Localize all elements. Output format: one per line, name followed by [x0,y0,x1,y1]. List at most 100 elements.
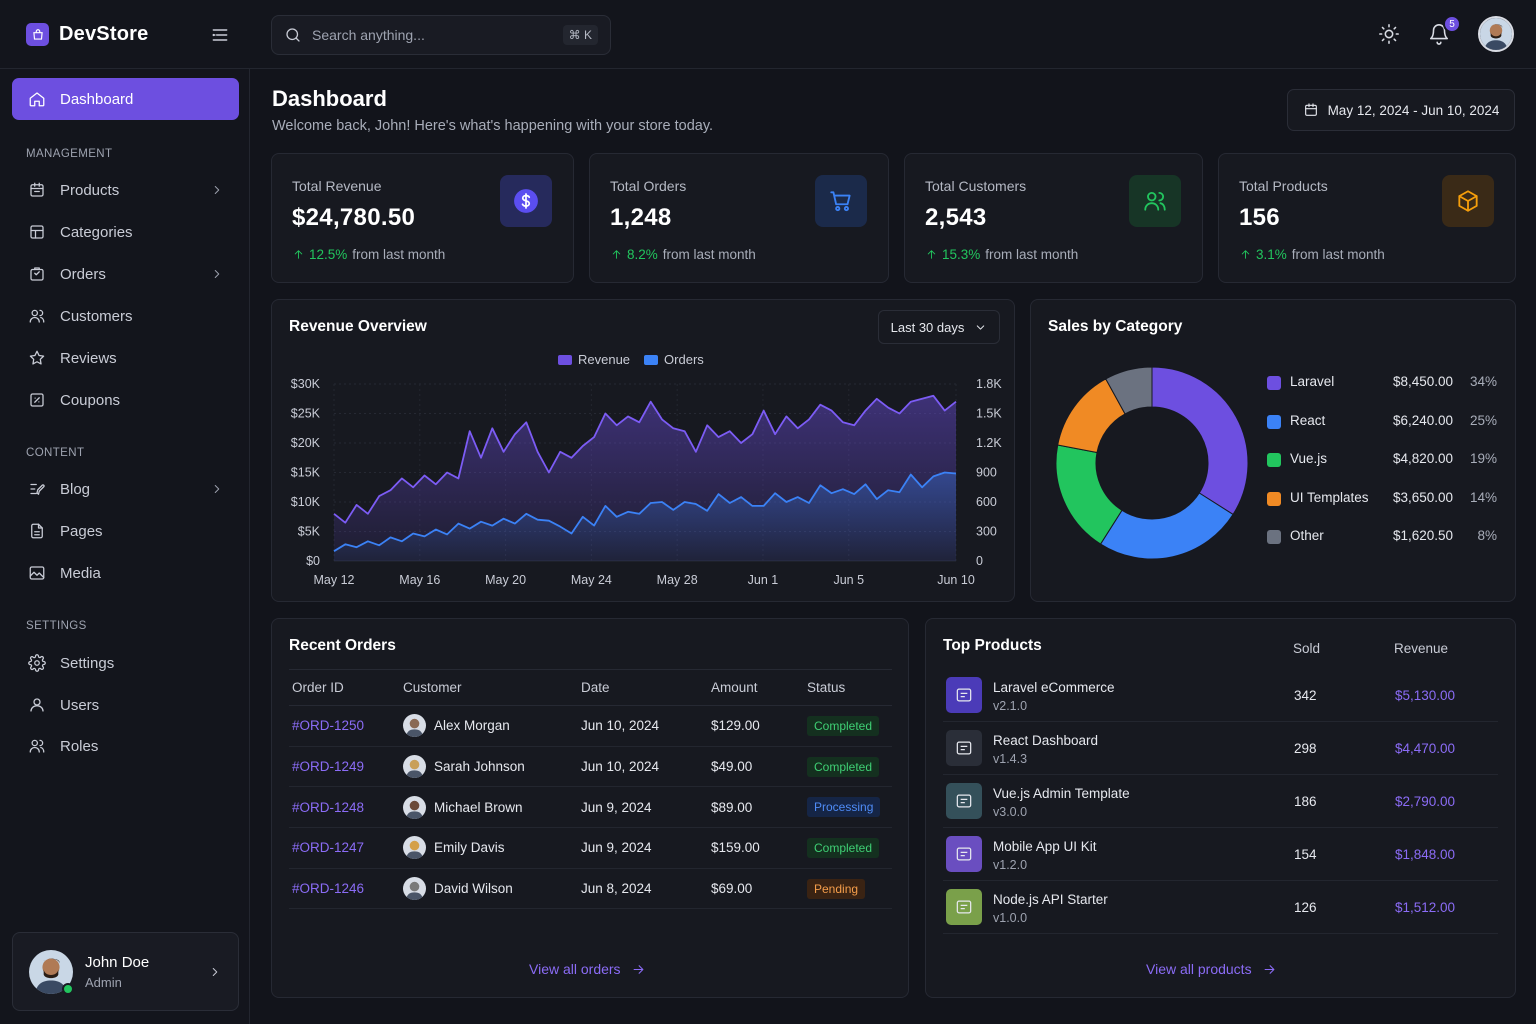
sidebar-item-media[interactable]: Media [28,564,228,582]
avatar [403,795,426,819]
list-item[interactable]: Node.js API Starter v1.0.0 126 $1,512.00 [943,881,1498,934]
orders-table: Order ID Customer Date Amount Status #OR… [289,669,892,910]
y-right-tick-label: 1.2K [976,436,1002,450]
x-tick-label: Jun 1 [748,573,779,587]
sidebar-item-blog[interactable]: Blog [28,480,228,498]
order-id-link[interactable]: #ORD-1247 [292,840,365,856]
sidebar-item-users[interactable]: Users [28,696,228,714]
y-left-tick-label: $25K [291,407,321,421]
y-right-tick-label: 1.5K [976,407,1002,421]
notifications-button[interactable]: 5 [1428,15,1461,45]
col-customer: Customer [403,669,581,706]
product-sold: 186 [1294,794,1317,809]
y-right-tick-label: 300 [976,525,997,539]
view-all-products-link[interactable]: View all products [1146,961,1277,977]
page-title: Dashboard [272,86,387,111]
revenue-chart: $0 $5K $10K $15K $20K $25K $30K 0 300 600 900 1.2K 1… [291,377,1003,587]
search-bar[interactable]: ⌘ K [271,15,611,55]
list-item[interactable]: Mobile App UI Kit v1.2.0 154 $1,848.00 [943,828,1498,881]
menu-toggle-icon[interactable] [210,25,230,45]
star-icon [28,349,46,367]
product-name: React Dashboard [993,733,1099,748]
chart-legend: Revenue Orders [558,352,704,367]
arrow-up-icon [1239,248,1252,261]
stat-label: Total Products [1239,178,1328,194]
legend-orders[interactable]: Orders [644,352,704,367]
sidebar-item-orders[interactable]: Orders [28,265,228,283]
order-id-link[interactable]: #ORD-1246 [292,881,365,897]
search-input[interactable] [312,27,553,43]
product-thumbnail [946,677,982,713]
donut-slice[interactable] [1099,492,1234,560]
legend-revenue[interactable]: Revenue [558,352,630,367]
table-row[interactable]: #ORD-1247 Emily Davis Jun 9, 2024 $159.00 Co… [289,827,892,869]
date-range-label: May 12, 2024 - Jun 10, 2024 [1327,102,1500,118]
order-id-link[interactable]: #ORD-1248 [292,799,365,815]
customer-name: Emily Davis [434,840,505,856]
card-title: Recent Orders [289,637,396,654]
users-icon [1129,175,1181,227]
category-percent: 8% [1477,528,1497,543]
arrow-up-icon [292,248,305,261]
user-avatar-top[interactable] [1478,16,1514,52]
view-all-orders-link[interactable]: View all orders [529,961,646,977]
order-id-link[interactable]: #ORD-1250 [292,718,365,734]
donut-slice[interactable] [1105,366,1153,415]
date-range-picker[interactable]: May 12, 2024 - Jun 10, 2024 [1287,89,1515,131]
brand-logo-icon [26,23,49,46]
sidebar-item-reviews[interactable]: Reviews [28,349,228,367]
product-sold: 154 [1294,847,1317,862]
product-revenue: $4,470.00 [1395,741,1456,756]
list-item[interactable]: Laravel eCommerce v2.1.0 342 $5,130.00 [943,669,1498,722]
sidebar-item-label: Dashboard [60,90,134,108]
nav-section-management: MANAGEMENT [26,148,113,160]
ticket-icon [28,391,46,409]
product-thumbnail [946,730,982,766]
sidebar-item-pages[interactable]: Pages [28,522,228,540]
brand[interactable]: DevStore [26,23,148,46]
table-row[interactable]: #ORD-1250 Alex Morgan Jun 10, 2024 $129.00 C… [289,705,892,747]
product-version: v1.0.0 [993,911,1028,925]
x-tick-label: Jun 5 [833,573,864,587]
top-products-card: Top Products Sold Revenue Laravel eComme… [925,618,1516,998]
product-name: Vue.js Admin Template [993,786,1130,801]
notification-badge: 5 [1443,15,1461,33]
donut-slice[interactable] [1151,366,1249,516]
stat-delta: 12.5% from last month [292,247,445,262]
x-tick-label: May 16 [399,573,440,587]
sidebar-item-roles[interactable]: Roles [28,737,228,755]
table-row[interactable]: #ORD-1248 Michael Brown Jun 9, 2024 $89.00 P… [289,786,892,829]
sidebar-item-settings[interactable]: Settings [28,654,228,672]
card-title: Top Products [943,637,1042,654]
col-sold: Sold [1293,641,1321,656]
sidebar-item-products[interactable]: Products [28,181,228,199]
sidebar-item-categories[interactable]: Categories [28,223,228,241]
product-thumbnail [946,783,982,819]
order-amount: $89.00 [711,786,807,829]
legend-swatch [1267,530,1281,544]
image-icon [28,564,46,582]
chevron-right-icon [210,482,224,496]
range-select[interactable]: Last 30 days [878,310,1000,344]
table-row[interactable]: #ORD-1249 Sarah Johnson Jun 10, 2024 $49.00… [289,746,892,788]
x-tick-label: May 28 [657,573,698,587]
product-revenue: $1,512.00 [1395,900,1456,915]
theme-toggle-button[interactable] [1378,23,1400,45]
order-date: Jun 9, 2024 [581,786,711,829]
category-percent: 34% [1469,374,1497,389]
status-badge: Completed [807,756,880,777]
arrow-up-icon [610,248,623,261]
order-date: Jun 9, 2024 [581,827,711,869]
sidebar-item-customers[interactable]: Customers [28,307,228,325]
sidebar-item-dashboard[interactable]: Dashboard [12,78,239,120]
legend-swatch [1267,376,1281,390]
user-card[interactable]: John Doe Admin [12,932,239,1011]
brand-name: DevStore [59,23,149,45]
sidebar-item-coupons[interactable]: Coupons [28,391,228,409]
sales-category-card: Sales by Category Laravel $8,450.00 34% Rea… [1030,299,1516,602]
table-row[interactable]: #ORD-1246 David Wilson Jun 8, 2024 $69.00 Pe… [289,868,892,910]
search-icon [284,26,302,44]
order-id-link[interactable]: #ORD-1249 [292,759,365,775]
list-item[interactable]: Vue.js Admin Template v3.0.0 186 $2,790.00 [943,775,1498,828]
list-item[interactable]: React Dashboard v1.4.3 298 $4,470.00 [943,722,1498,775]
